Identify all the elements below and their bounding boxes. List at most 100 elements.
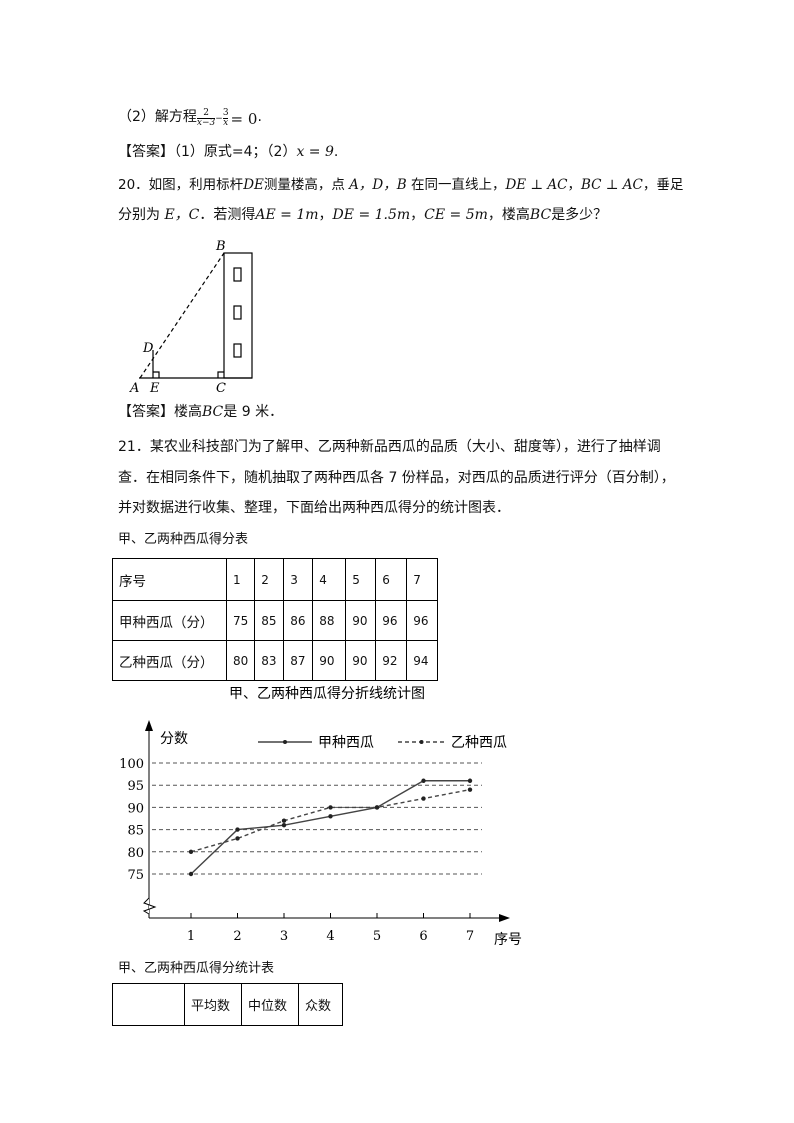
x-tick-label: 5 <box>373 929 381 944</box>
table-cell: 4 <box>312 558 347 601</box>
x-tick-label: 6 <box>419 929 427 944</box>
data-point <box>421 796 426 801</box>
t: ．若测得 <box>199 207 256 223</box>
table-cell: 2 <box>254 558 285 601</box>
data-point <box>328 814 333 819</box>
table-cell <box>112 983 185 1026</box>
t: 在同一直线上， <box>410 177 506 193</box>
data-point <box>467 778 473 783</box>
y-axis-arrow <box>145 720 153 731</box>
m: BC ⊥ AC <box>581 177 643 193</box>
eq-minus: − <box>215 113 223 124</box>
data-point <box>467 787 473 792</box>
answer-math: x = 9 <box>296 144 334 160</box>
window <box>233 305 242 320</box>
label-e: E <box>149 381 160 396</box>
eq-den1: x−3 <box>196 118 216 128</box>
table-cell: 6 <box>375 558 408 601</box>
table-cell: 3 <box>283 558 314 601</box>
m: BC <box>202 404 224 420</box>
t: ， <box>567 177 582 193</box>
t: 测量楼高，点 <box>263 177 345 193</box>
table-row: 乙种西瓜（分） 80 83 87 90 90 92 94 <box>112 640 439 681</box>
eq-rhs: = 0 <box>230 109 258 128</box>
axis-break-icon <box>142 897 157 915</box>
t: 分别为 <box>118 207 160 223</box>
m: DE ⊥ AC <box>505 177 568 193</box>
eq-num1: 2 <box>203 108 209 118</box>
table-cell: 序号 <box>112 558 227 601</box>
answer-label: 【答案】 <box>118 404 174 420</box>
table-row: 序号 1 2 3 4 5 6 7 <box>112 558 439 601</box>
q21-line3: 并对数据进行收集、整理，下面给出两种西瓜得分的统计图表． <box>118 500 510 516</box>
table-cell: 众数 <box>298 983 343 1026</box>
t: 是 9 米． <box>223 404 284 420</box>
data-point <box>374 805 380 810</box>
table-cell: 92 <box>375 640 408 681</box>
q20-line2: 分别为 E，C．若测得AE = 1m，DE = 1.5m，CE = 5m，楼高B… <box>118 207 608 223</box>
m: A，D，B <box>344 177 411 193</box>
chart-title: 甲、乙两种西瓜得分折线统计图 <box>229 685 425 702</box>
window <box>233 267 242 282</box>
data-point <box>281 818 287 823</box>
data-point <box>281 822 287 828</box>
legend-marker <box>419 740 424 744</box>
q19-part2: （2）解方程 2 x−3−3 x = 0. <box>118 107 262 129</box>
answer-20: 【答案】楼高BC是 9 米． <box>118 402 283 422</box>
t: ，楼高 <box>487 207 530 223</box>
t: 是多少？ <box>551 207 608 223</box>
score-table: 序号 1 2 3 4 5 6 7 甲种西瓜（分） 75 85 86 88 90 96 96 乙种西瓜（分） 80 8… <box>112 558 439 681</box>
data-point <box>188 871 194 877</box>
table-cell: 75 <box>225 600 256 641</box>
y-tick-label: 75 <box>127 868 144 883</box>
data-point <box>421 778 426 783</box>
table-cell: 87 <box>283 640 314 681</box>
period: . <box>257 109 262 125</box>
answer-19: 【答案】（1）原式=4；（2）x = 9. <box>118 142 338 162</box>
table2-title: 甲、乙两种西瓜得分统计表 <box>118 961 275 976</box>
series-line-2 <box>190 788 471 853</box>
y-axis-label: 分数 <box>160 731 188 747</box>
q19-text: （2）解方程 <box>118 109 197 125</box>
legend-marker <box>283 740 287 744</box>
y-tick-label: 100 <box>119 757 144 772</box>
m: BC <box>529 207 552 223</box>
x-axis-arrow <box>499 914 510 922</box>
table-cell: 94 <box>406 640 439 681</box>
table-cell: 甲种西瓜（分） <box>112 600 227 641</box>
table-cell: 5 <box>345 558 377 601</box>
x-tick-label: 7 <box>466 929 474 944</box>
m: DE = 1.5m <box>332 207 411 223</box>
answer-end: . <box>333 144 339 160</box>
label-b: B <box>215 239 226 254</box>
right-angle-c <box>217 371 224 378</box>
m: DE <box>243 177 264 193</box>
table-cell: 1 <box>225 558 256 601</box>
table-cell: 7 <box>406 558 439 601</box>
building-diagram: A B C D E <box>129 239 253 396</box>
label-a: A <box>129 381 139 396</box>
answer-label: 【答案】 <box>118 144 174 160</box>
right-angle-e <box>153 371 160 378</box>
table-cell: 80 <box>225 640 256 681</box>
label-c: C <box>216 381 226 396</box>
table-cell: 乙种西瓜（分） <box>112 640 227 681</box>
data-point <box>328 805 333 810</box>
stats-table: 平均数 中位数 众数 <box>112 983 343 1026</box>
x-tick-label: 1 <box>187 929 195 944</box>
data-point <box>235 836 240 841</box>
table-cell: 90 <box>312 640 347 681</box>
y-tick-label: 85 <box>127 824 144 839</box>
m: CE = 5m <box>424 207 488 223</box>
table-row: 甲种西瓜（分） 75 85 86 88 90 96 96 <box>112 600 439 641</box>
table-cell: 96 <box>375 600 408 641</box>
x-tick-label: 2 <box>233 929 241 944</box>
table-cell: 85 <box>254 600 285 641</box>
q20-line1: 20．如图，利用标杆DE测量楼高，点 A，D，B 在同一直线上，DE ⊥ AC，… <box>118 175 683 195</box>
t: 楼高 <box>174 404 202 420</box>
table1-title: 甲、乙两种西瓜得分表 <box>118 532 249 547</box>
table-row: 平均数 中位数 众数 <box>112 983 343 1026</box>
table-cell: 中位数 <box>241 983 299 1026</box>
